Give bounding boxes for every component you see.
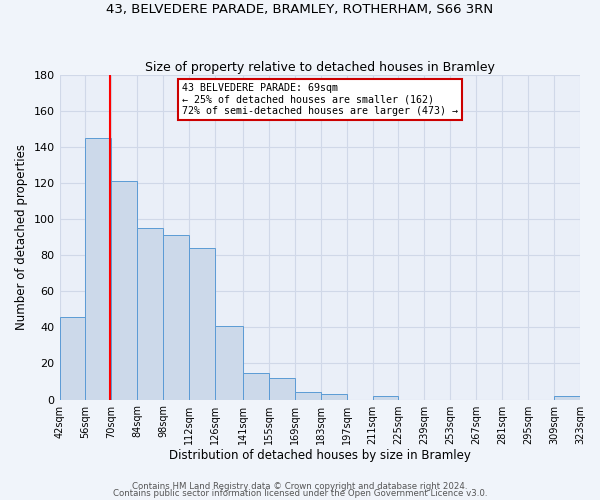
Text: Contains HM Land Registry data © Crown copyright and database right 2024.: Contains HM Land Registry data © Crown c… bbox=[132, 482, 468, 491]
X-axis label: Distribution of detached houses by size in Bramley: Distribution of detached houses by size … bbox=[169, 450, 471, 462]
Bar bbox=[85, 138, 112, 400]
Text: Contains public sector information licensed under the Open Government Licence v3: Contains public sector information licen… bbox=[113, 489, 487, 498]
Bar bbox=[163, 236, 189, 400]
Bar bbox=[295, 392, 320, 400]
Title: Size of property relative to detached houses in Bramley: Size of property relative to detached ho… bbox=[145, 60, 495, 74]
Bar bbox=[269, 378, 295, 400]
Bar bbox=[554, 396, 580, 400]
Text: 43, BELVEDERE PARADE, BRAMLEY, ROTHERHAM, S66 3RN: 43, BELVEDERE PARADE, BRAMLEY, ROTHERHAM… bbox=[106, 2, 494, 16]
Bar bbox=[189, 248, 215, 400]
Bar bbox=[112, 181, 137, 400]
Bar bbox=[373, 396, 398, 400]
Text: 43 BELVEDERE PARADE: 69sqm
← 25% of detached houses are smaller (162)
72% of sem: 43 BELVEDERE PARADE: 69sqm ← 25% of deta… bbox=[182, 83, 458, 116]
Bar bbox=[215, 326, 243, 400]
Bar bbox=[137, 228, 163, 400]
Bar bbox=[59, 316, 85, 400]
Bar bbox=[320, 394, 347, 400]
Y-axis label: Number of detached properties: Number of detached properties bbox=[15, 144, 28, 330]
Bar bbox=[243, 372, 269, 400]
